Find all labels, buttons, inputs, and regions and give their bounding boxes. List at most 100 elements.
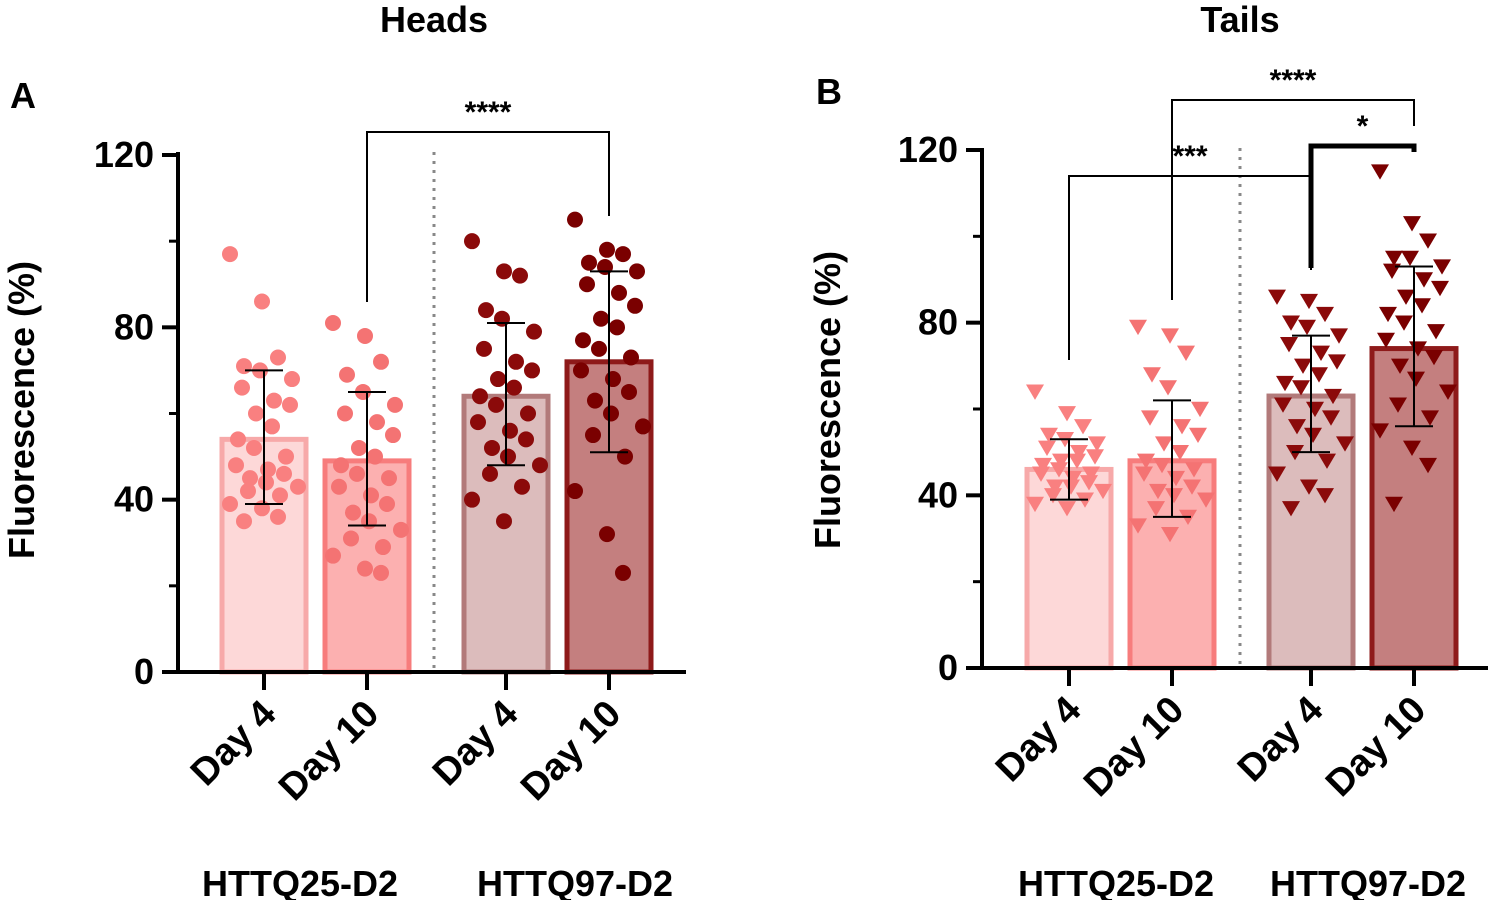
data-point [333, 457, 349, 474]
data-point [278, 448, 294, 465]
x-tick-label: Day 4 [1230, 689, 1331, 790]
panel-a-error-bars [245, 270, 628, 527]
data-point [1328, 354, 1346, 370]
data-point [518, 431, 534, 448]
data-point [1407, 371, 1425, 387]
data-point [369, 414, 385, 431]
data-point [1161, 526, 1179, 543]
data-point [585, 427, 601, 444]
data-point [1129, 319, 1147, 336]
panel-a-significance: **** [366, 96, 610, 302]
data-point [1050, 462, 1068, 478]
data-point [254, 500, 270, 517]
data-point [1274, 397, 1292, 413]
data-point [248, 405, 264, 422]
data-point [524, 362, 540, 379]
significance-label: *** [1172, 140, 1207, 173]
data-point [345, 504, 361, 521]
data-point [573, 362, 589, 379]
data-point [599, 241, 615, 258]
data-point [1185, 462, 1203, 478]
panel-b-group-label-q97: HTTQ97-D2 [1270, 863, 1466, 900]
data-point [1183, 479, 1201, 495]
data-point [567, 483, 583, 500]
data-point [1062, 479, 1080, 495]
data-point [1312, 345, 1330, 361]
x-tick-label: Day 4 [183, 693, 284, 794]
data-point [266, 392, 282, 409]
data-point [593, 310, 609, 327]
data-point [599, 526, 615, 543]
data-point [464, 233, 480, 250]
y-tick-label: 40 [114, 479, 154, 520]
data-point [254, 293, 270, 310]
data-point [1318, 453, 1336, 469]
data-point [1282, 501, 1300, 517]
data-point [339, 366, 355, 383]
data-point [1292, 380, 1310, 396]
data-point [609, 319, 625, 336]
data-point [1197, 492, 1215, 508]
data-point [1147, 501, 1165, 517]
panel-a-group-label-q97: HTTQ97-D2 [477, 863, 673, 900]
significance-bracket [1171, 99, 1415, 300]
x-tick-label: Day 4 [988, 689, 1089, 790]
data-point [1371, 423, 1389, 439]
panel-b-group-label-q25: HTTQ25-D2 [1018, 863, 1214, 900]
data-point [284, 371, 300, 388]
data-point [1371, 164, 1389, 180]
panel-a-y-ticks: 0 40 80 120 [94, 134, 178, 692]
data-point [615, 246, 631, 263]
data-point [526, 323, 542, 340]
data-point [1419, 233, 1437, 249]
data-point [1080, 475, 1098, 491]
data-point [1391, 358, 1409, 374]
data-point [500, 448, 516, 465]
data-point [1137, 453, 1155, 469]
data-point [1052, 453, 1070, 469]
data-point [1161, 328, 1179, 344]
data-point [514, 478, 530, 495]
data-point [1377, 332, 1395, 349]
data-point [484, 439, 500, 456]
data-point [1403, 440, 1421, 456]
data-point [1268, 466, 1286, 482]
data-point [387, 396, 403, 413]
x-tick-label: Day 10 [271, 693, 387, 809]
significance-bracket [366, 131, 610, 302]
data-point [587, 392, 603, 409]
data-point [1385, 250, 1403, 267]
data-point [1153, 457, 1171, 474]
data-point [357, 327, 373, 344]
data-point [325, 315, 341, 332]
data-point [470, 414, 486, 431]
significance-bracket [1308, 143, 1417, 268]
data-point [1165, 488, 1183, 504]
data-point [502, 422, 518, 439]
data-point [1068, 453, 1086, 469]
data-point [1316, 488, 1334, 504]
data-point [1082, 466, 1100, 482]
x-tick-label: Day 10 [1076, 689, 1192, 805]
data-point [282, 396, 298, 413]
data-point [508, 353, 524, 370]
y-tick-label: 120 [94, 134, 154, 175]
y-tick-label: 80 [918, 302, 958, 343]
y-tick-label: 40 [918, 474, 958, 515]
data-point [603, 405, 619, 422]
data-point [361, 513, 377, 530]
data-point [1058, 501, 1076, 517]
data-point [1034, 457, 1052, 474]
data-point [623, 349, 639, 366]
data-point [1397, 289, 1415, 305]
data-point [496, 513, 512, 530]
data-point [1058, 406, 1076, 422]
data-point [1094, 483, 1112, 500]
data-point [228, 457, 244, 474]
data-point [1171, 444, 1189, 461]
data-point [597, 259, 613, 276]
data-point [363, 487, 379, 504]
data-point [379, 495, 395, 512]
data-point [621, 383, 637, 400]
